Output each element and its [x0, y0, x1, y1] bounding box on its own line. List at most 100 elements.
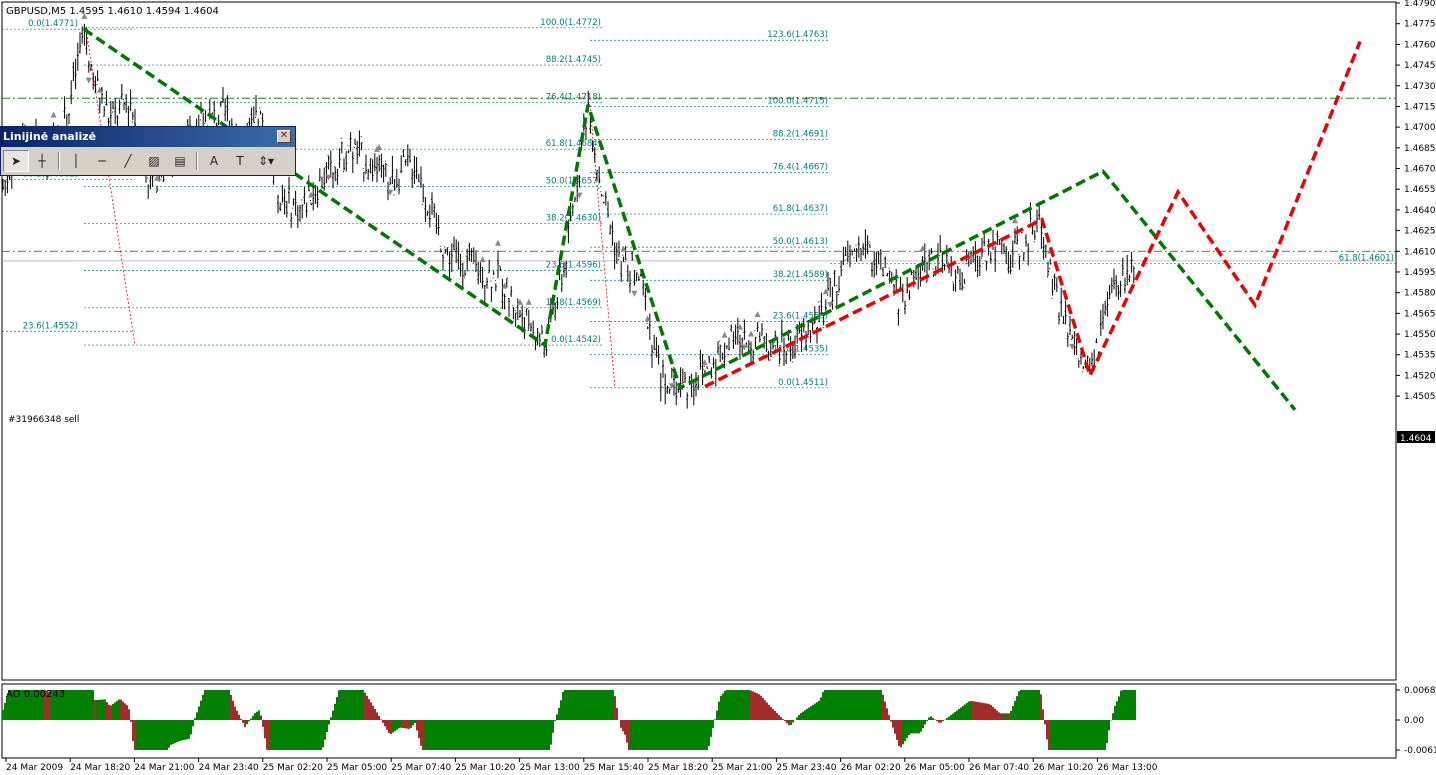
symbol-header: GBPUSD,M5 1.4595 1.4610 1.4594 1.4604 — [6, 6, 219, 17]
x-tick-label: 26 Mar 07:40 — [969, 763, 1029, 773]
x-tick-label: 25 Mar 05:00 — [327, 763, 387, 773]
y-tick-label: 1.4610 — [1404, 247, 1436, 257]
fractal-arrow — [154, 174, 160, 181]
ao-y-tick-label: -0.00619 — [1404, 746, 1436, 756]
x-tick-label: 24 Mar 2009 — [6, 763, 63, 773]
y-tick-label: 1.4670 — [1404, 165, 1436, 175]
fibo-label: 50.0(1.4613) — [773, 237, 828, 247]
main-chart-frame — [1, 1, 1397, 681]
fibo-label: 23.6(1.4596) — [546, 261, 601, 271]
fractal-arrow — [81, 12, 88, 19]
fractal-arrow — [748, 330, 754, 337]
fibo-label: 123.6(1.4763) — [767, 30, 828, 40]
fibo-label: 0.0(1.4542) — [551, 335, 601, 345]
y-tick-label: 1.4700 — [1404, 123, 1436, 133]
fractal-arrow — [631, 290, 638, 297]
fractal-arrow — [919, 245, 926, 252]
ao-label: AO 0.00243 — [6, 689, 65, 700]
crosshair-tool[interactable]: ┼ — [38, 154, 46, 168]
fibo-label: 0.0(1.4771) — [28, 19, 78, 29]
wave-lines[interactable] — [83, 27, 1362, 412]
x-tick-label: 25 Mar 02:20 — [263, 763, 323, 773]
time-axis: 24 Mar 2009 24 Mar 18:20 24 Mar 21:00 24 Ma… — [5, 758, 1158, 773]
fibo-label: 11.8(1.4569) — [546, 298, 601, 308]
fractal-arrow — [1069, 343, 1076, 350]
price-axis: 1.4790 1.4775 1.4760 1.4745 1.4730 1.4715 1.47… — [1396, 0, 1436, 402]
fractal-arrow — [701, 359, 708, 366]
fibo-label: 88.2(1.4745) — [546, 55, 601, 65]
fractal-arrow — [644, 315, 651, 322]
toolbar-title-bar[interactable]: Linijinė analizė ✕ — [1, 127, 295, 147]
vertical-line-tool[interactable]: │ — [72, 154, 80, 168]
fibo-label: 23.6(1.4559) — [773, 312, 828, 322]
equidistant-channel-tool[interactable]: ▨ — [148, 154, 160, 168]
fractal-arrow — [501, 282, 508, 289]
text-label-tool[interactable]: T — [236, 154, 244, 168]
text-tool[interactable]: A — [209, 154, 219, 168]
arrows-tool[interactable]: ⇕▾ — [257, 154, 275, 168]
fractal-arrow — [620, 245, 627, 252]
fractal-arrow — [479, 256, 486, 263]
x-tick-label: 24 Mar 21:00 — [134, 763, 194, 773]
current-price-box — [1397, 431, 1435, 443]
y-tick-label: 1.4505 — [1404, 392, 1436, 402]
x-tick-label: 24 Mar 18:20 — [70, 763, 130, 773]
fractal-arrow — [1012, 217, 1018, 224]
y-tick-label: 1.4595 — [1404, 268, 1436, 278]
fractal-arrow — [517, 298, 523, 305]
fractal-arrow — [85, 77, 92, 84]
toolbar-separator — [196, 152, 198, 170]
fibo-label: 38.2(1.4589) — [773, 270, 828, 280]
fibo-label: 61.8(1.4601) — [1339, 254, 1394, 264]
toolbar-title: Linijinė analizė — [3, 130, 97, 143]
y-tick-label: 1.4640 — [1404, 206, 1436, 216]
horizontal-lines[interactable] — [2, 97, 1396, 262]
fractal-arrow — [96, 86, 103, 93]
fibo-label: 100.0(1.4772) — [540, 18, 601, 28]
y-tick-label: 1.4775 — [1404, 20, 1436, 30]
fibo-label: 100.0(1.4715) — [767, 96, 828, 106]
fibo-label: 38.2(1.4630) — [546, 214, 601, 224]
y-tick-label: 1.4550 — [1404, 330, 1436, 340]
y-tick-label: 1.4535 — [1404, 351, 1436, 361]
x-tick-label: 26 Mar 05:00 — [905, 763, 965, 773]
fibo-label: 23.6(1.4552) — [23, 321, 78, 331]
fractal-arrow — [525, 298, 532, 305]
fractal-arrow — [576, 192, 583, 199]
y-tick-label: 1.4745 — [1404, 61, 1436, 71]
fractal-arrow — [387, 189, 394, 196]
fractal-arrow — [50, 111, 57, 118]
close-icon[interactable]: ✕ — [277, 130, 291, 143]
y-tick-label: 1.4760 — [1404, 40, 1436, 50]
fractal-arrow — [822, 288, 829, 295]
ao-y-tick-label: 0.00 — [1404, 716, 1424, 726]
cursor-tool[interactable]: ➤ — [3, 150, 29, 172]
fractal-arrow — [308, 191, 314, 198]
toolbar-tools: ➤ ┼ │ ─ ╱ ▨ ▤ A T ⇕▾ — [1, 147, 295, 175]
x-tick-label: 25 Mar 23:40 — [776, 763, 836, 773]
fractal-arrow — [376, 144, 383, 151]
y-tick-label: 1.4790 — [1404, 0, 1436, 9]
x-tick-label: 25 Mar 13:00 — [520, 763, 580, 773]
y-tick-label: 1.4520 — [1404, 371, 1436, 381]
fibonacci-tool[interactable]: ▤ — [174, 154, 186, 168]
fibo-label: 61.8(1.4637) — [773, 204, 828, 214]
y-tick-label: 1.4565 — [1404, 309, 1436, 319]
x-tick-label: 26 Mar 13:00 — [1097, 763, 1157, 773]
fractal-arrow — [827, 301, 834, 308]
current-price-label: 1.4604 — [1400, 434, 1432, 444]
fractal-arrow — [741, 344, 748, 351]
fractal-arrow — [754, 311, 761, 318]
y-tick-label: 1.4655 — [1404, 185, 1436, 195]
line-analysis-toolbar[interactable]: Linijinė analizė ✕ ➤ ┼ │ ─ ╱ ▨ ▤ A T ⇕▾ — [0, 126, 296, 176]
order-label: #31966348 sell — [8, 415, 79, 425]
horizontal-line-tool[interactable]: ─ — [98, 154, 106, 168]
trendline-tool[interactable]: ╱ — [124, 154, 132, 168]
fractal-arrow — [668, 383, 675, 390]
x-tick-label: 25 Mar 21:00 — [712, 763, 772, 773]
fibo-label: 76.4(1.4667) — [773, 163, 828, 173]
x-tick-label: 26 Mar 10:20 — [1033, 763, 1093, 773]
fractal-arrow — [495, 239, 501, 246]
y-tick-label: 1.4625 — [1404, 227, 1436, 237]
